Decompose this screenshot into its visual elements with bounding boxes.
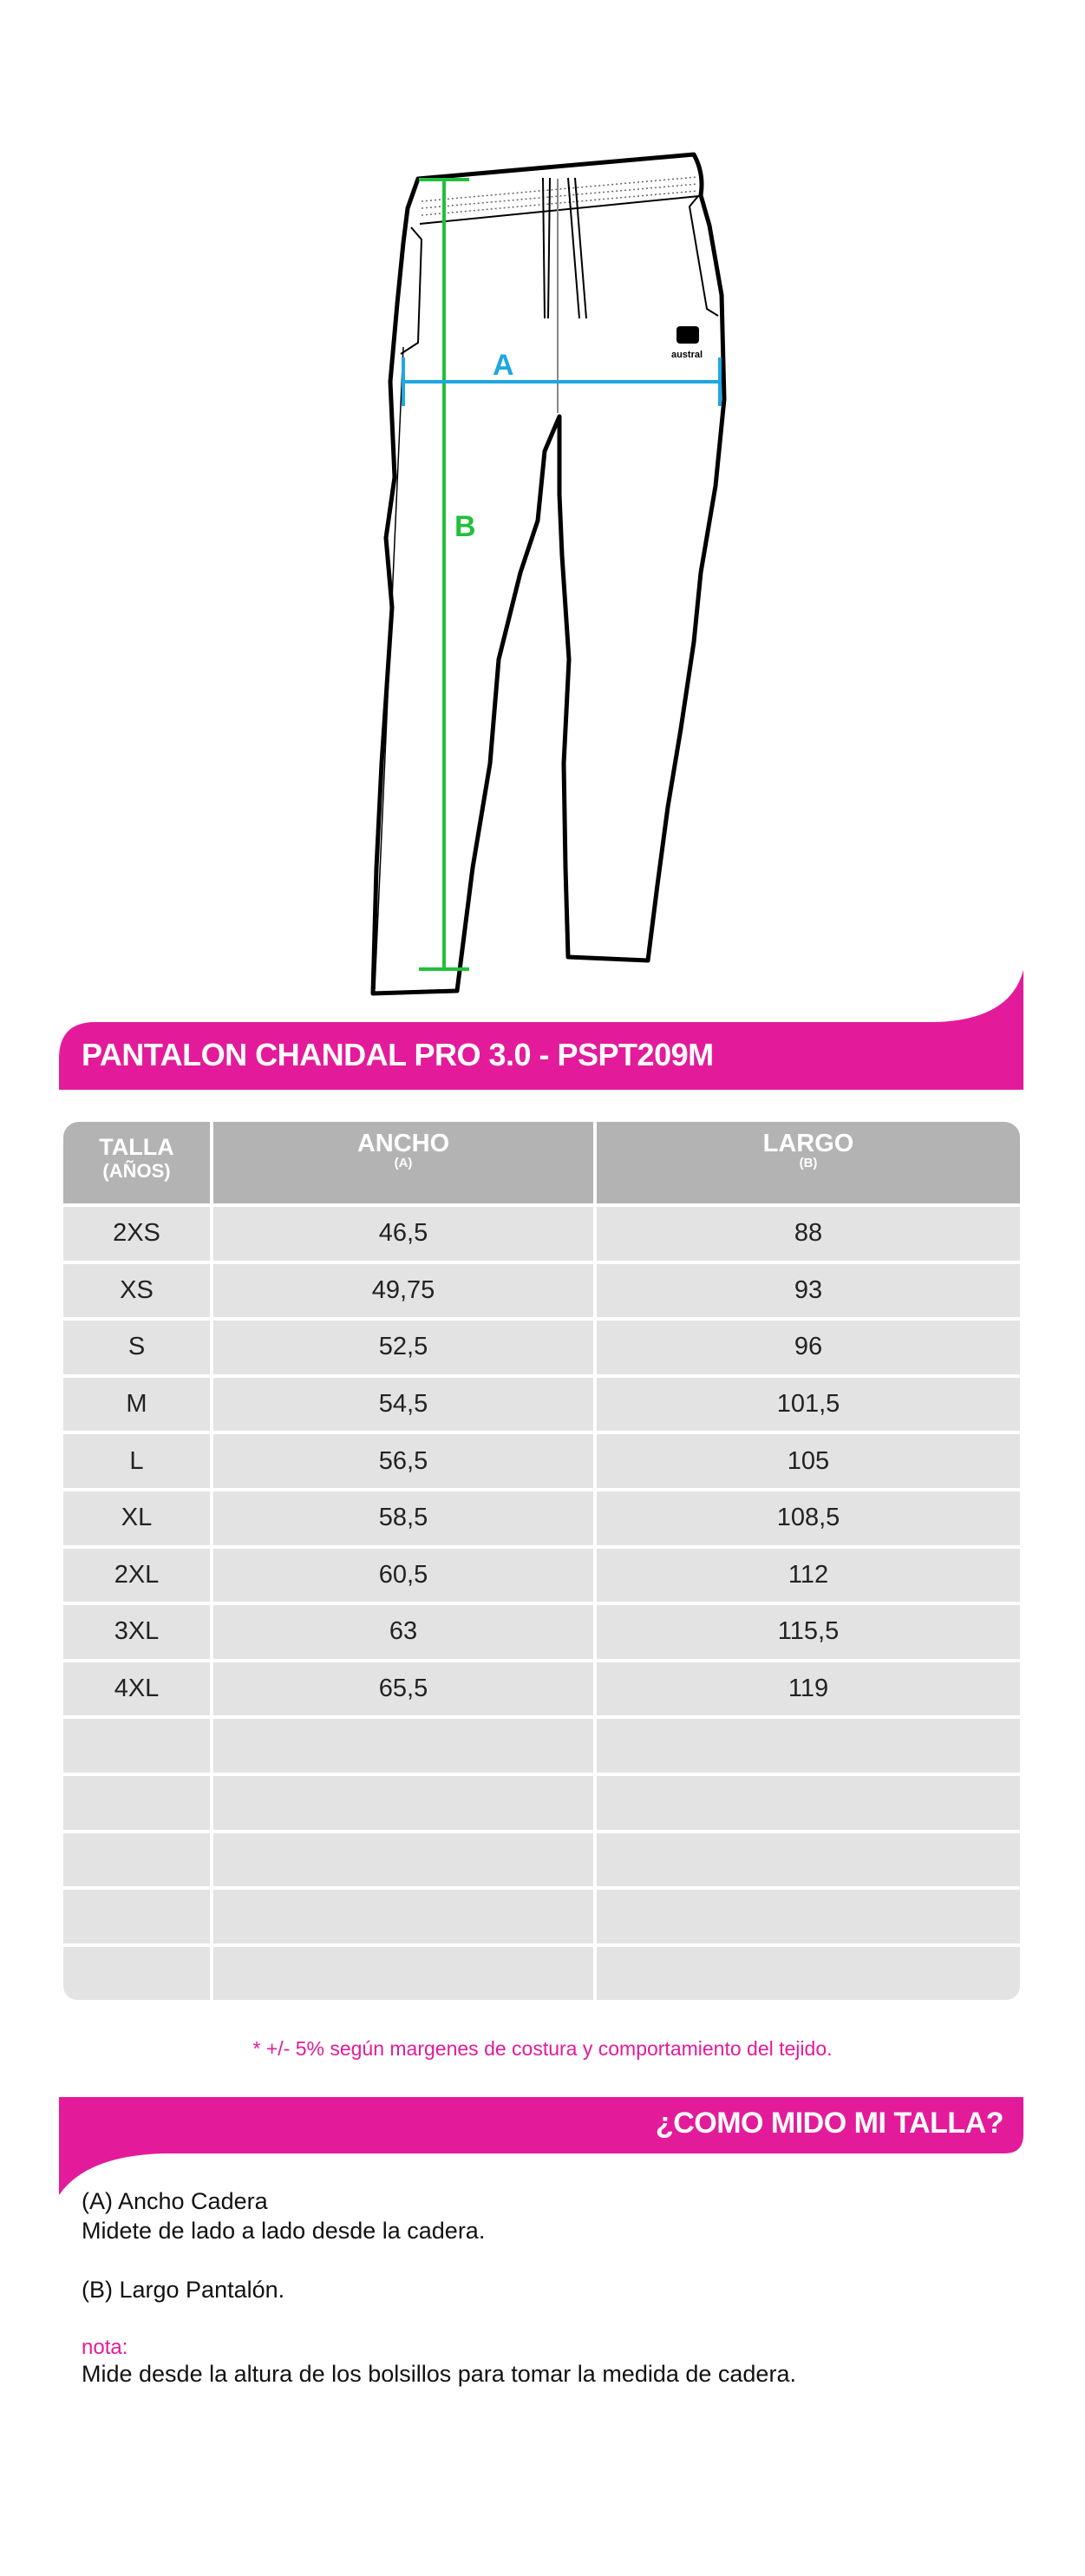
header-talla: TALLA (AÑOS) bbox=[63, 1122, 210, 1203]
table-row: L 56,5 105 bbox=[63, 1434, 1020, 1488]
table-row bbox=[63, 1890, 1020, 1943]
cell-ancho bbox=[213, 1775, 593, 1830]
waistband bbox=[419, 195, 700, 225]
header-largo: LARGO (B) bbox=[597, 1122, 1020, 1203]
brand-logo: austral bbox=[671, 326, 703, 360]
note-label: nota: bbox=[82, 2336, 128, 2359]
measure-a-label: A bbox=[493, 349, 514, 382]
svg-text:austral: austral bbox=[671, 350, 703, 360]
table-row bbox=[63, 1719, 1020, 1773]
cell-ancho: 54,5 bbox=[213, 1377, 593, 1432]
table-header: TALLA (AÑOS) ANCHO (A) LARGO (B) bbox=[63, 1122, 1020, 1203]
cell-largo: 112 bbox=[597, 1548, 1020, 1603]
cell-talla: XL bbox=[63, 1491, 210, 1545]
cell-talla bbox=[63, 1946, 210, 2001]
measure-b-label: B bbox=[454, 510, 476, 543]
cell-talla: 4XL bbox=[63, 1662, 210, 1716]
cell-talla: XS bbox=[63, 1263, 210, 1318]
table-row: 2XS 46,5 88 bbox=[63, 1207, 1020, 1261]
cell-ancho bbox=[213, 1832, 593, 1887]
cell-talla: 2XS bbox=[63, 1207, 210, 1261]
note-text: Mide desde la altura de los bolsillos pa… bbox=[82, 2361, 796, 2387]
cell-ancho: 63 bbox=[213, 1605, 593, 1659]
measure-a-description: Midete de lado a lado desde la cadera. bbox=[82, 2218, 486, 2244]
cell-largo bbox=[597, 1946, 1020, 2001]
cell-talla bbox=[63, 1832, 210, 1887]
cell-ancho: 58,5 bbox=[213, 1491, 593, 1545]
cell-talla: M bbox=[63, 1377, 210, 1432]
table-row bbox=[63, 1946, 1020, 2001]
product-title: PANTALON CHANDAL PRO 3.0 - PSPT209M bbox=[82, 1037, 714, 1072]
pocket-right bbox=[689, 195, 719, 317]
measure-b-line bbox=[419, 178, 469, 971]
cell-ancho: 56,5 bbox=[213, 1434, 593, 1488]
cell-ancho bbox=[213, 1890, 593, 1943]
cell-largo: 101,5 bbox=[597, 1377, 1020, 1432]
left-side-seam bbox=[374, 346, 404, 990]
pants-illustration bbox=[370, 152, 727, 996]
cell-largo: 115,5 bbox=[597, 1605, 1020, 1659]
measure-a-title: (A) Ancho Cadera bbox=[82, 2188, 268, 2214]
footnote: * +/- 5% según margenes de costura y com… bbox=[252, 2037, 833, 2060]
how-to-title: ¿COMO MIDO MI TALLA? bbox=[655, 2107, 1004, 2140]
cell-ancho bbox=[213, 1946, 593, 2001]
cell-largo: 108,5 bbox=[597, 1491, 1020, 1545]
table-row bbox=[63, 1832, 1020, 1887]
cell-ancho: 65,5 bbox=[213, 1662, 593, 1716]
title-banner bbox=[59, 970, 1023, 1090]
cell-largo bbox=[597, 1832, 1020, 1887]
cell-largo: 96 bbox=[597, 1321, 1020, 1374]
cell-ancho: 52,5 bbox=[213, 1321, 593, 1374]
pocket-left bbox=[400, 226, 422, 355]
table-row: 2XL 60,5 112 bbox=[63, 1548, 1020, 1603]
cell-largo: 105 bbox=[597, 1434, 1020, 1488]
table-row: S 52,5 96 bbox=[63, 1321, 1020, 1374]
table-row: 4XL 65,5 119 bbox=[63, 1662, 1020, 1716]
size-table: TALLA (AÑOS) ANCHO (A) LARGO (B) 2XS 46,5 88 X… bbox=[63, 1122, 1020, 2001]
cell-ancho: 49,75 bbox=[213, 1263, 593, 1318]
cell-largo: 119 bbox=[597, 1662, 1020, 1716]
header-ancho: ANCHO (A) bbox=[213, 1122, 593, 1203]
cell-largo bbox=[597, 1775, 1020, 1830]
cell-talla bbox=[63, 1775, 210, 1830]
cell-ancho: 46,5 bbox=[213, 1207, 593, 1261]
table-row: 3XL 63 115,5 bbox=[63, 1605, 1020, 1659]
cell-talla bbox=[63, 1890, 210, 1943]
table-row: M 54,5 101,5 bbox=[63, 1377, 1020, 1432]
cell-largo: 88 bbox=[597, 1207, 1020, 1261]
how-to-banner bbox=[59, 2097, 1023, 2195]
cell-largo: 93 bbox=[597, 1263, 1020, 1318]
measure-b-title: (B) Largo Pantalón. bbox=[82, 2277, 285, 2303]
waistband-ribs bbox=[421, 176, 698, 216]
drawstring bbox=[542, 177, 587, 319]
cell-talla: S bbox=[63, 1321, 210, 1374]
cell-largo bbox=[597, 1890, 1020, 1943]
table-row bbox=[63, 1775, 1020, 1830]
table-row: XS 49,75 93 bbox=[63, 1263, 1020, 1318]
cell-talla: L bbox=[63, 1434, 210, 1488]
cell-talla: 3XL bbox=[63, 1605, 210, 1659]
table-row: XL 58,5 108,5 bbox=[63, 1491, 1020, 1545]
measure-a-line bbox=[402, 357, 722, 406]
cell-ancho: 60,5 bbox=[213, 1548, 593, 1603]
cell-ancho bbox=[213, 1719, 593, 1773]
cell-largo bbox=[597, 1719, 1020, 1773]
cell-talla: 2XL bbox=[63, 1548, 210, 1603]
cell-talla bbox=[63, 1719, 210, 1773]
